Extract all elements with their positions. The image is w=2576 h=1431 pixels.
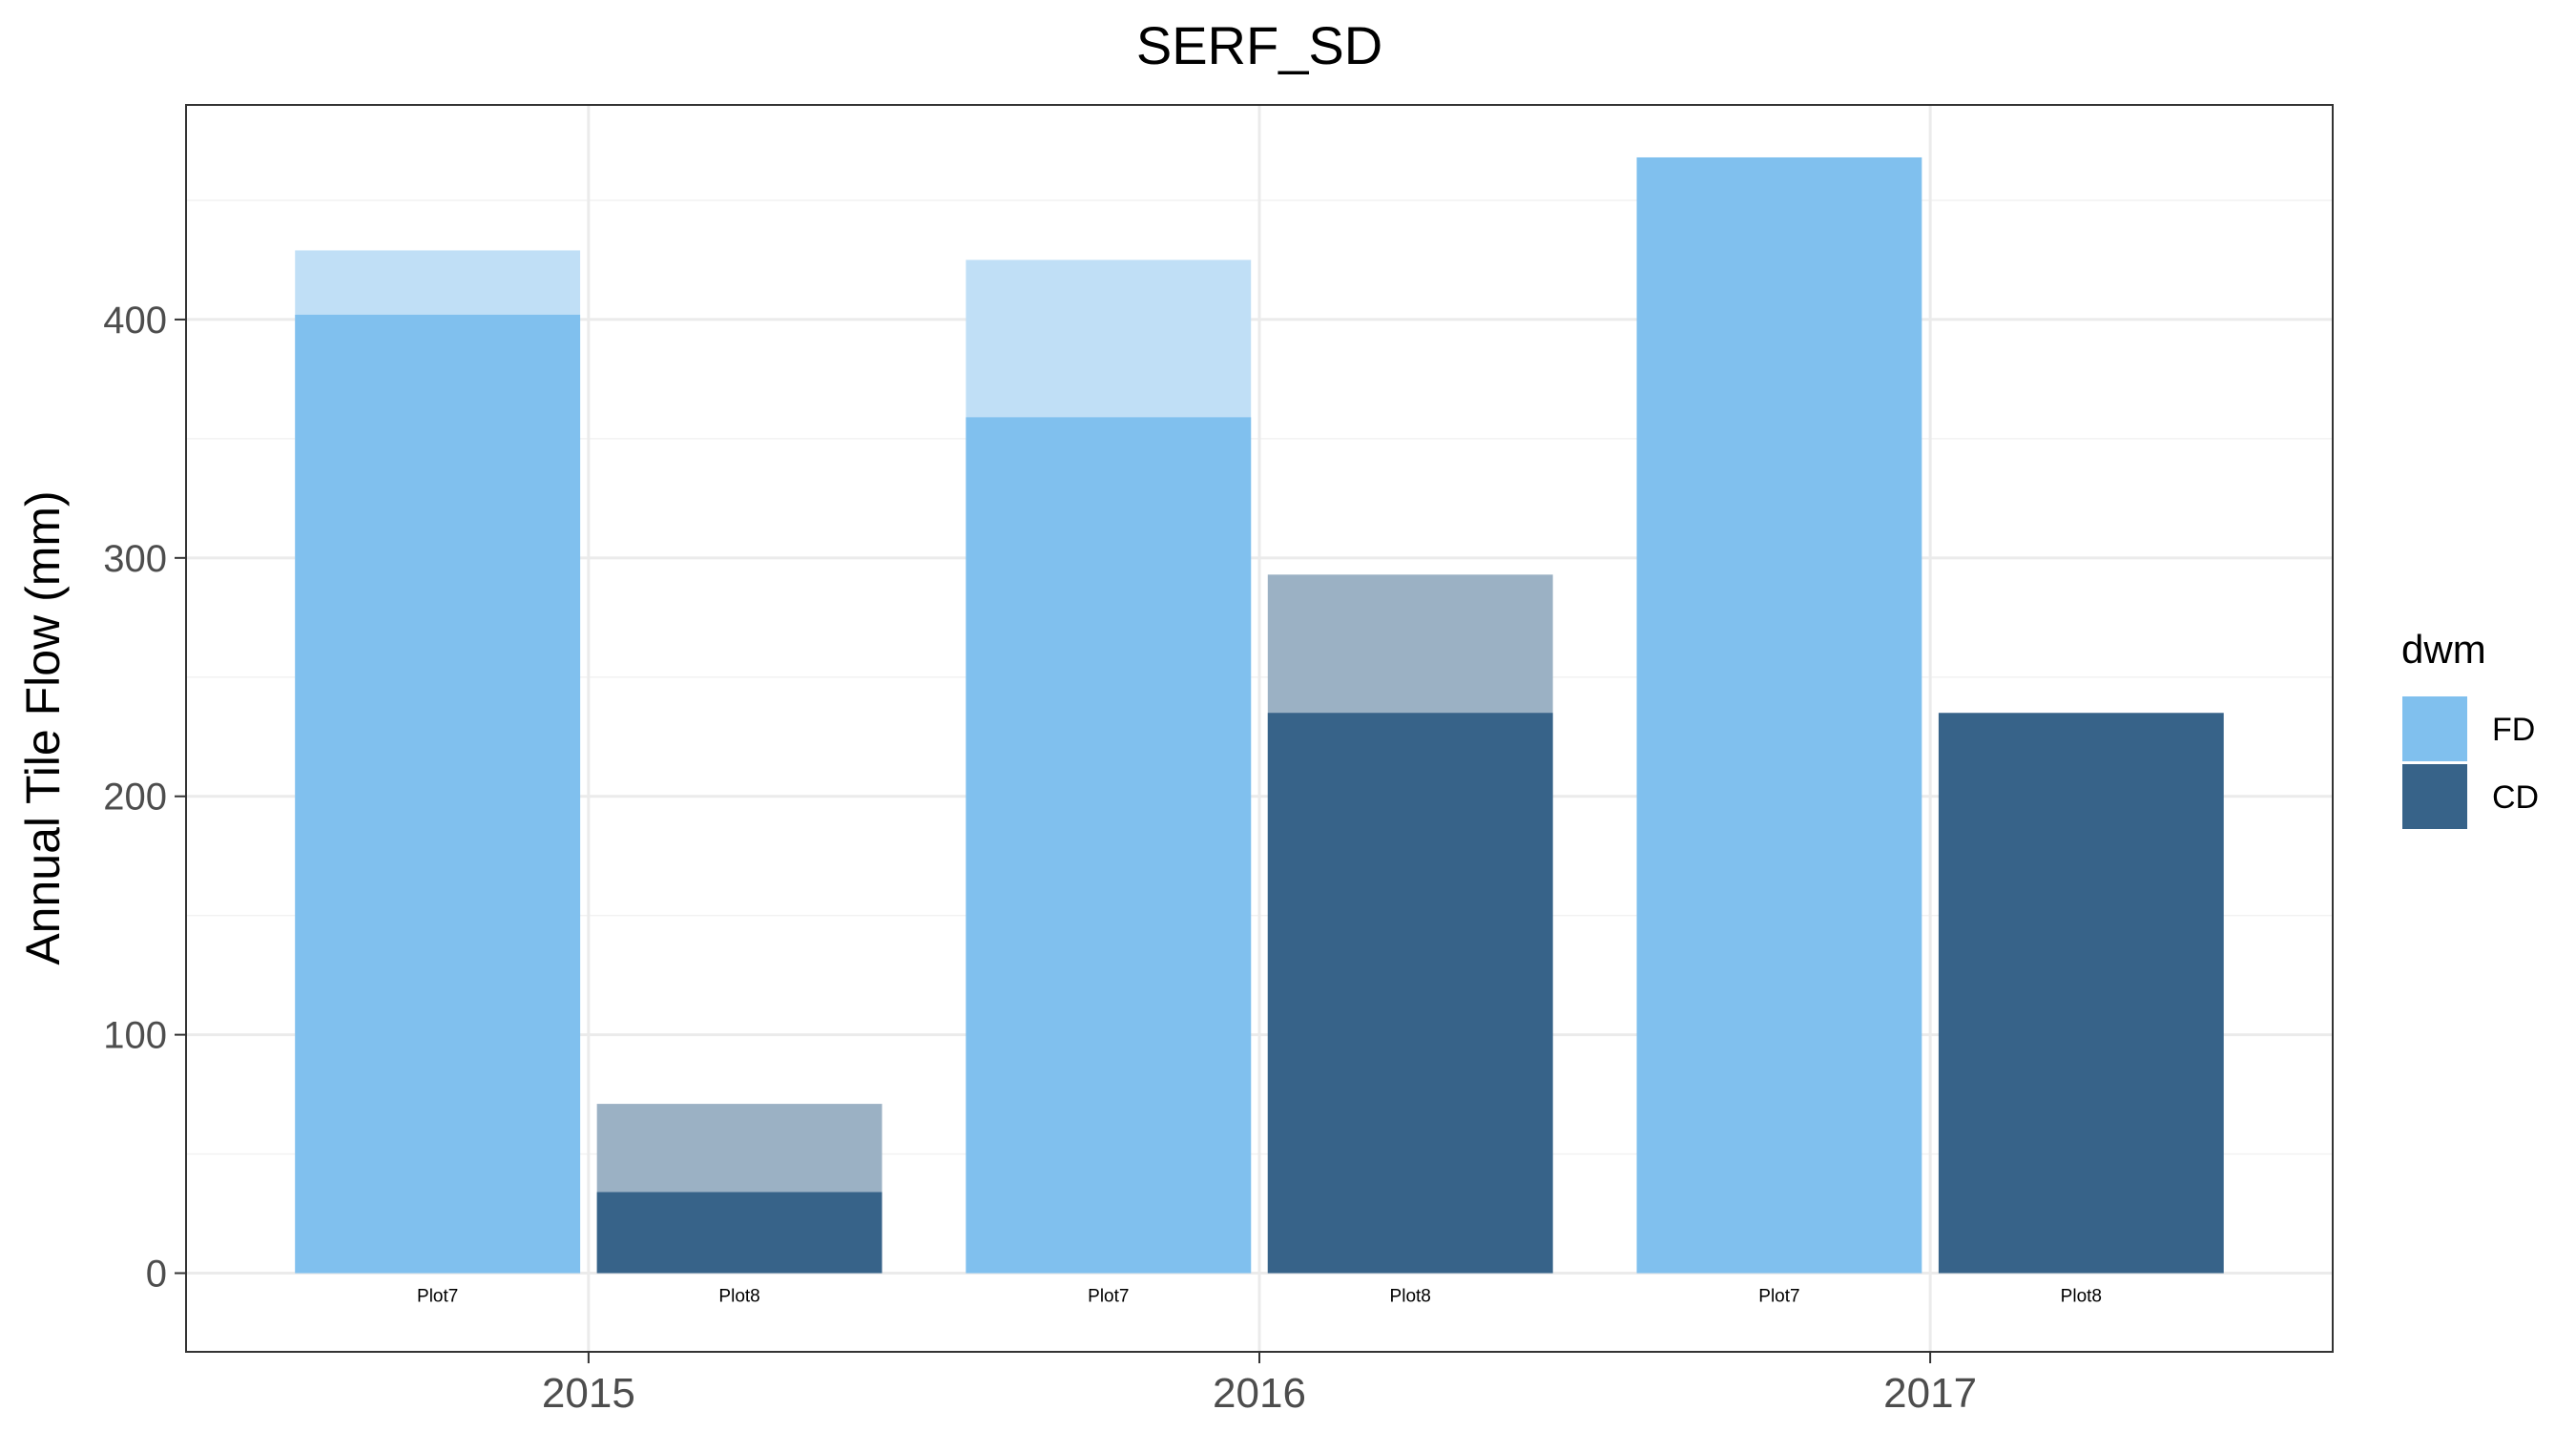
bar-2017-plot7 [1636,156,1922,1274]
y-tick-label: 400 [103,300,167,342]
y-axis: 0 100 200 300 400 [103,300,186,1296]
x-tick-label-2015: 2015 [542,1370,635,1417]
bar-label-2015-plot7: Plot7 [417,1287,458,1307]
bar-label-2016-plot7: Plot7 [1088,1287,1129,1307]
chart-title: SERF_SD [1136,15,1382,75]
bar-label-2017-plot7: Plot7 [1758,1287,1799,1307]
legend-label-fd: FD [2492,712,2535,748]
legend-key-cd [2402,764,2467,829]
y-axis-label: Annual Tile Flow (mm) [16,490,70,964]
y-tick-label: 100 [103,1015,167,1057]
bar-label-2015-plot8: Plot8 [718,1287,759,1307]
legend-title: dwm [2401,627,2486,672]
y-tick-label: 200 [103,777,167,819]
legend-label-cd: CD [2492,779,2539,816]
bar-2015-plot8 [596,1192,883,1274]
legend-key-fd [2402,696,2467,761]
legend: dwm FD CD [2401,627,2539,829]
x-tick-label-2016: 2016 [1213,1370,1306,1417]
x-tick-label-2017: 2017 [1883,1370,1977,1417]
bar-label-2017-plot8: Plot8 [2061,1287,2102,1307]
bar-2016-plot7 [966,417,1252,1274]
x-axis: 2015 2016 2017 [542,1352,1977,1417]
bar-2015-plot7 [295,314,581,1274]
bar-labels: Plot7 Plot8 Plot7 Plot8 Plot7 Plot8 [417,1287,2102,1307]
bar-label-2016-plot8: Plot8 [1390,1287,1431,1307]
bar-2016-plot8 [1267,713,1553,1274]
bars [295,156,2224,1274]
y-tick-label: 300 [103,538,167,580]
bar-2017-plot8 [1938,713,2224,1274]
y-tick-label: 0 [146,1254,167,1296]
